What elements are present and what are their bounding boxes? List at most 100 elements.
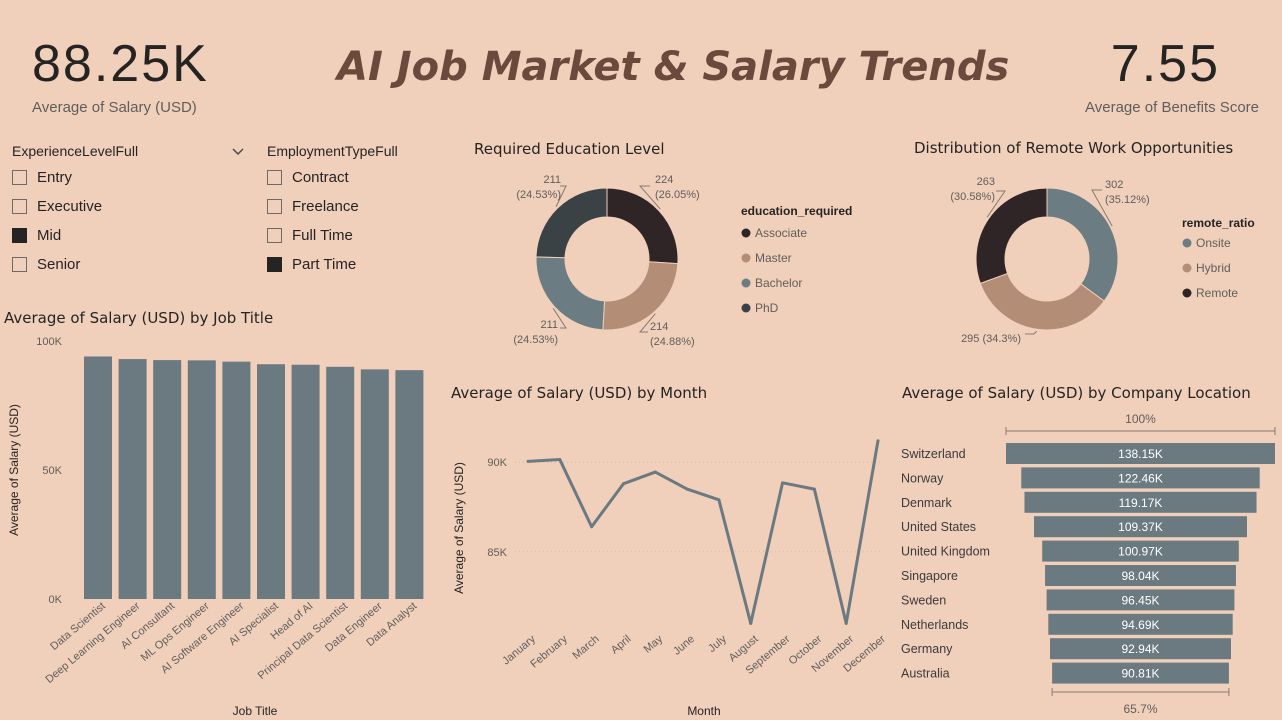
funnel-data-label: 90.81K (1121, 667, 1159, 681)
legend-marker (741, 253, 751, 263)
line-point-november (844, 621, 848, 625)
experience-option-entry[interactable]: Entry (12, 166, 244, 188)
checkbox[interactable] (267, 198, 282, 214)
funnel-category-label: Denmark (901, 496, 952, 510)
legend-marker (1182, 288, 1192, 298)
line-point-september (781, 481, 785, 485)
bar-ai-consultant (153, 360, 182, 599)
funnel-category-label: Sweden (901, 593, 946, 607)
salary-line (527, 440, 880, 625)
remote-chart-title: Distribution of Remote Work Opportunitie… (914, 139, 1234, 157)
y-axis-title: Average of Salary (USD) (452, 462, 466, 594)
experience-slicer-title: ExperienceLevelFull (12, 142, 139, 159)
x-tick-label: June (671, 633, 697, 658)
funnel-category-label: United Kingdom (901, 545, 990, 559)
legend-item-bachelor: Bachelor (755, 276, 802, 290)
option-label: Executive (37, 197, 103, 215)
line-point-march (590, 525, 594, 529)
funnel-category-label: Germany (901, 642, 953, 656)
legend-marker (1182, 238, 1192, 248)
bar-principal-data-scientist (326, 366, 355, 599)
checkbox[interactable] (12, 227, 27, 243)
donut-data-label: 211 (540, 319, 558, 331)
experience-option-senior[interactable]: Senior (12, 253, 244, 275)
legend-marker (741, 228, 751, 238)
donut-data-label: (24.53%) (513, 334, 558, 346)
y-tick-label: 0K (49, 594, 63, 606)
option-label: Freelance (292, 197, 359, 215)
leader-line (638, 313, 656, 333)
legend-item-onsite: Onsite (1196, 236, 1231, 250)
legend-title: remote_ratio (1182, 216, 1255, 230)
donut-slice-master (602, 261, 679, 331)
legend-item-phd: PhD (755, 301, 779, 315)
funnel-category-label: Norway (901, 471, 944, 485)
experience-option-executive[interactable]: Executive (12, 195, 244, 217)
bar-deep-learning-engineer (118, 359, 147, 599)
funnel-data-label: 98.04K (1121, 569, 1159, 583)
bar-data-analyst (395, 370, 424, 599)
checkbox[interactable] (12, 198, 27, 214)
donut-data-label: 295 (34.3%) (961, 333, 1021, 345)
legend-marker (741, 278, 751, 288)
employment-option-full-time[interactable]: Full Time (267, 224, 447, 246)
employment-slicer: EmploymentTypeFull Contract Freelance Full… (267, 141, 447, 282)
donut-data-label: 302 (1105, 179, 1123, 191)
line-point-july (717, 498, 721, 502)
checkbox[interactable] (267, 169, 282, 185)
x-axis-title: Month (687, 704, 720, 718)
option-label: Senior (37, 255, 81, 273)
checkbox[interactable] (267, 256, 282, 272)
funnel-bar-netherlands (1048, 613, 1233, 635)
option-label: Contract (292, 168, 349, 186)
chevron-down-icon[interactable] (232, 141, 244, 160)
funnel-category-label: United States (901, 520, 976, 534)
option-label: Entry (37, 168, 73, 186)
funnel-data-label: 94.69K (1121, 618, 1159, 632)
leader-line (986, 190, 1006, 218)
benefits-kpi-label: Average of Benefits Score (1085, 99, 1259, 116)
y-tick-label: 85K (487, 547, 507, 559)
leader-line (638, 185, 661, 210)
employment-option-contract[interactable]: Contract (267, 166, 447, 188)
option-label: Mid (37, 226, 62, 244)
donut-data-label: (30.58%) (950, 191, 995, 203)
x-tick-label: April (609, 633, 634, 656)
legend-marker (741, 303, 751, 313)
checkbox[interactable] (12, 169, 27, 185)
x-tick-label: July (706, 633, 729, 655)
donut-slice-onsite (1046, 187, 1119, 302)
funnel-bar-sweden (1046, 589, 1235, 611)
checkbox[interactable] (12, 256, 27, 272)
line-point-june (685, 487, 689, 491)
employment-option-freelance[interactable]: Freelance (267, 195, 447, 217)
donut-data-label: 263 (977, 176, 995, 188)
funnel-bar-switzerland (1006, 443, 1275, 464)
donut-data-label: 224 (655, 174, 673, 186)
legend-marker (1182, 263, 1192, 273)
funnel-bar-united-states (1034, 516, 1247, 538)
x-tick-label: May (642, 633, 666, 656)
funnel-bar-norway (1021, 467, 1260, 489)
y-axis-title: Average of Salary (USD) (7, 404, 21, 536)
employment-slicer-title: EmploymentTypeFull (267, 143, 398, 159)
salary-kpi-value: 88.25K (32, 35, 209, 93)
experience-option-mid[interactable]: Mid (12, 224, 244, 246)
funnel-data-label: 119.17K (1119, 496, 1163, 510)
donut-slice-remote (975, 187, 1048, 285)
employment-option-part-time[interactable]: Part Time (267, 253, 447, 275)
legend-item-remote: Remote (1196, 286, 1238, 300)
jobtitle-chart-title: Average of Salary (USD) by Job Title (4, 309, 274, 327)
location-chart-title: Average of Salary (USD) by Company Locat… (902, 384, 1251, 402)
y-tick-label: 50K (42, 465, 62, 477)
line-point-may (653, 470, 657, 474)
line-point-january (526, 459, 530, 463)
x-axis-title: Job Title (233, 704, 278, 718)
legend-title: education_required (741, 204, 852, 218)
checkbox[interactable] (267, 227, 282, 243)
donut-slice-phd (535, 187, 608, 259)
funnel-data-label: 109.37K (1118, 520, 1163, 534)
funnel-bar-australia (1052, 662, 1229, 684)
line-point-december (876, 439, 880, 443)
